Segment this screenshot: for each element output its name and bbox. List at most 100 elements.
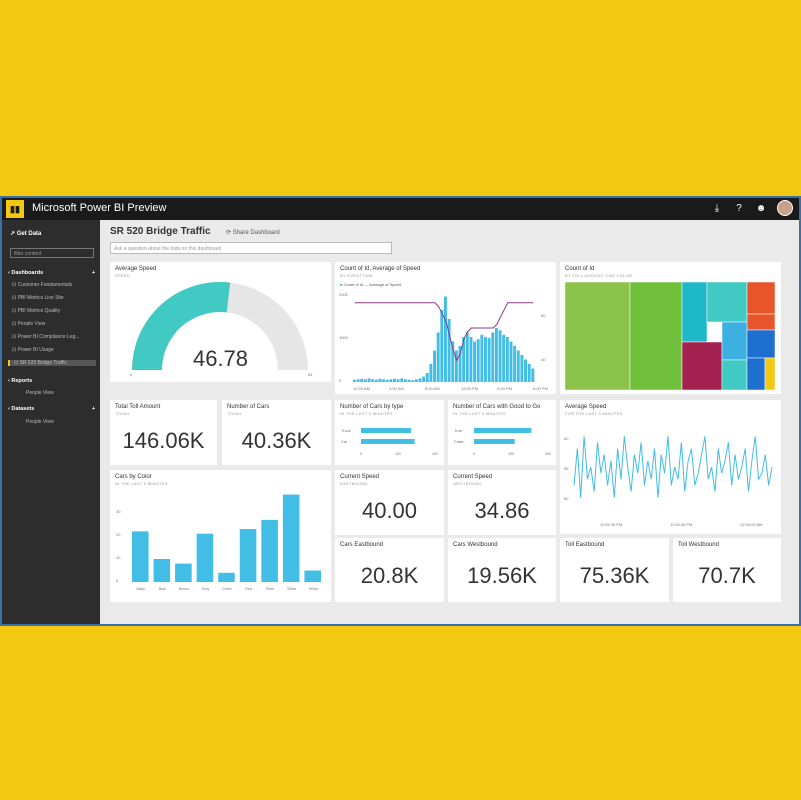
gauge-fill: [132, 282, 231, 370]
tile-cars-westbound[interactable]: Cars Westbound 19.56K: [448, 538, 556, 602]
bar-category-label: Truck: [341, 428, 351, 433]
card-value: 146.06K: [122, 428, 205, 453]
combo-bar: [429, 364, 433, 382]
tile-toll-westbound[interactable]: Toll Westbound 70.7K: [673, 538, 781, 602]
treemap-cell: [746, 313, 776, 331]
power-bi-logo[interactable]: ▮▮: [6, 200, 24, 218]
download-icon[interactable]: ⤓: [714, 202, 720, 214]
tile-good-to-go[interactable]: Number of Cars with Good to Go IN THE LA…: [448, 400, 556, 465]
tile-toll-eastbound[interactable]: Toll Eastbound 75.36K: [560, 538, 669, 602]
sidebar-item-dashboard[interactable]: ⊡ Power BI Compliance Leg...: [12, 334, 80, 340]
tile-current-speed-east[interactable]: Current Speed EASTBOUND 40.00: [335, 470, 444, 535]
tile-number-of-cars[interactable]: Number of Cars TODAY 40.36K: [222, 400, 331, 465]
color-bar: [175, 563, 192, 582]
smiley-icon[interactable]: ☻: [755, 202, 767, 214]
combo-bar: [411, 380, 415, 382]
collapse-icon: ‹: [8, 378, 12, 384]
color-bar: [282, 494, 300, 582]
treemap-cell: [746, 329, 776, 359]
datasets-label: Datasets: [11, 406, 35, 412]
combo-y-left-tick: 2000: [339, 292, 349, 297]
sidebar-item-report[interactable]: People View: [26, 390, 54, 396]
tile-title: Number of Cars: [227, 404, 270, 410]
tile-title: Toll Westbound: [678, 542, 719, 548]
share-label: Share Dashboard: [232, 230, 280, 236]
topbar-icons: ⤓ ? ☻: [711, 200, 793, 216]
color-category-label: Red: [245, 587, 251, 591]
datasets-section[interactable]: ‹ Datasets +: [8, 406, 95, 412]
sidebar-item-dashboard[interactable]: ⊡ Power BI Usage: [12, 347, 54, 353]
bar-x-tick: 200: [432, 452, 438, 456]
tile-count-treemap[interactable]: Count of Id BY TOLL AMOUNT, CAR COLOR: [560, 262, 781, 394]
combo-y-left-tick: 0: [339, 378, 342, 383]
combo-bar: [353, 379, 356, 382]
combo-bar: [527, 364, 531, 382]
tile-subtitle: IN THE LAST 5 MINUTES: [115, 481, 168, 486]
combo-bar: [396, 379, 400, 382]
speed-x-tick: 11:59:30 PM: [600, 522, 622, 527]
color-bar: [304, 570, 321, 582]
color-bar: [132, 531, 149, 582]
tile-title: Average Speed: [565, 404, 607, 410]
bar: [474, 439, 515, 444]
treemap-cell: [764, 357, 776, 391]
sidebar-item-dataset[interactable]: People View: [26, 419, 54, 425]
bar-x-tick: 200: [545, 452, 551, 456]
help-icon[interactable]: ?: [736, 202, 742, 214]
speed-x-tick: 12:00:00 AM: [740, 522, 762, 527]
app-title: Microsoft Power BI Preview: [32, 202, 167, 214]
tile-current-speed-west[interactable]: Current Speed WESTBOUND 34.86: [448, 470, 556, 535]
color-category-label: Black: [136, 587, 145, 591]
tile-cars-eastbound[interactable]: Cars Eastbound 20.8K: [335, 538, 444, 602]
good-to-go-bar-chart: True False 0 100 200: [454, 428, 551, 456]
add-dataset-icon[interactable]: +: [92, 406, 96, 412]
tile-title: Cars Westbound: [453, 542, 498, 548]
dashboards-section[interactable]: ‹ Dashboards +: [8, 270, 95, 276]
combo-bar: [393, 378, 396, 382]
combo-bar: [502, 334, 506, 382]
sidebar-item-dashboard[interactable]: ⊡ People View: [12, 321, 46, 327]
filter-input[interactable]: filter content: [10, 248, 94, 258]
color-category-label: Blue: [159, 587, 166, 591]
tile-total-toll[interactable]: Total Toll Amount TODAY 146.06K: [110, 400, 217, 465]
sidebar-item-dashboard[interactable]: ⊡ SR 520 Bridge Traffic: [8, 360, 96, 366]
tile-average-speed-line[interactable]: Average Speed FOR THE LAST 5 MINUTES 60 5…: [560, 400, 781, 534]
treemap-cell: [564, 281, 631, 391]
dashboard-title: SR 520 Bridge Traffic: [110, 226, 211, 237]
share-dashboard-button[interactable]: ⟳ Share Dashboard: [226, 229, 280, 236]
combo-bar: [447, 319, 451, 382]
sidebar-item-dashboard[interactable]: ⊡ PBI Metrics Quality: [12, 308, 61, 314]
tile-title: Cars Eastbound: [340, 542, 384, 548]
card-value: 40.36K: [241, 428, 312, 453]
user-avatar[interactable]: [777, 200, 793, 216]
color-category-label: Gray: [202, 587, 210, 591]
speed-y-tick: 50: [564, 496, 569, 501]
add-dashboard-icon[interactable]: +: [92, 270, 96, 276]
get-data-button[interactable]: ↗ Get Data: [10, 230, 41, 237]
combo-bar: [484, 337, 487, 382]
combo-chart: 2000 1000 0 50 40 12:00 AM 4:00 AM 8:00 AM 12:00…: [339, 292, 548, 391]
tile-subtitle: BY EVENTTIME: [340, 273, 373, 278]
card-value: 40.00: [361, 498, 418, 523]
treemap-cell: [681, 341, 723, 391]
tile-count-speed-combo[interactable]: Count of Id, Average of Speed BY EVENTTI…: [335, 262, 556, 394]
combo-bar: [487, 337, 491, 382]
get-data-label: Get Data: [16, 231, 42, 237]
tile-title: Count of Id: [565, 266, 595, 272]
reports-section[interactable]: ‹ Reports: [8, 378, 32, 384]
combo-bar: [425, 373, 429, 382]
sidebar-item-dashboard[interactable]: ⊡ Customer Fundamentals: [12, 282, 73, 288]
tile-cars-by-type[interactable]: Number of Cars by type IN THE LAST 5 MIN…: [335, 400, 444, 465]
combo-x-tick: 8:00 AM: [425, 386, 440, 391]
treemap-cell: [746, 357, 766, 391]
sidebar-item-dashboard[interactable]: ⊡ PBI Metrics Live Site: [12, 295, 64, 301]
qa-input[interactable]: Ask a question about the data on this da…: [110, 242, 392, 254]
combo-y-left-tick: 1000: [339, 335, 349, 340]
combo-bar: [451, 341, 455, 382]
tile-cars-by-color[interactable]: Cars by Color IN THE LAST 5 MINUTES Blac…: [110, 470, 331, 602]
speed-line: [573, 436, 773, 498]
color-bar: [153, 559, 171, 582]
color-bar: [196, 533, 214, 582]
tile-average-speed-gauge[interactable]: Average Speed SPEED 46.78 0 54: [110, 262, 331, 382]
tile-subtitle: TODAY: [115, 411, 130, 416]
